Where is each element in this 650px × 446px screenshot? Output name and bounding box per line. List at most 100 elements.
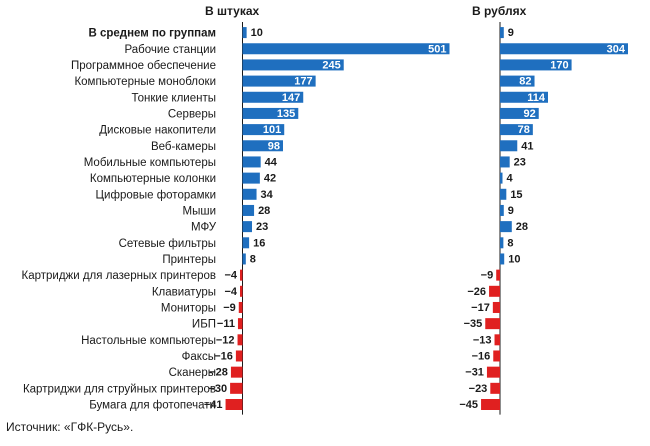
- category-label: Мыши: [183, 205, 217, 217]
- data-label: 10: [508, 253, 520, 265]
- data-label: −9: [223, 302, 236, 314]
- data-label: −45: [459, 399, 478, 411]
- data-label: 23: [256, 221, 268, 233]
- bar: [500, 75, 535, 87]
- bar: [492, 301, 500, 313]
- category-label: ИБП: [192, 319, 216, 331]
- bar: [500, 237, 504, 249]
- data-label: −17: [471, 302, 490, 314]
- data-label: 170: [550, 59, 568, 71]
- category-label: Мониторы: [161, 302, 216, 314]
- category-label: Факсы: [182, 351, 216, 363]
- bar: [238, 301, 243, 313]
- data-label: 177: [294, 76, 312, 88]
- category-label: Бумага для фотопечати: [89, 399, 216, 411]
- bar: [486, 366, 500, 378]
- data-label: 28: [516, 221, 528, 233]
- bar: [500, 107, 539, 119]
- data-label: −9: [481, 270, 494, 282]
- bar: [242, 91, 304, 103]
- bar: [237, 334, 243, 346]
- bar: [500, 156, 510, 168]
- data-label: 9: [508, 205, 514, 217]
- data-label: −16: [214, 350, 233, 362]
- data-label: 34: [261, 189, 274, 201]
- data-label: 23: [514, 156, 526, 168]
- bar: [500, 59, 572, 71]
- bar: [496, 269, 500, 281]
- category-label: Веб-камеры: [151, 141, 216, 153]
- bar: [500, 221, 512, 233]
- bar: [242, 124, 285, 136]
- data-label: 10: [251, 27, 263, 39]
- category-label: Принтеры: [162, 254, 216, 266]
- bar: [500, 124, 533, 136]
- bar: [481, 398, 500, 410]
- bar: [489, 285, 500, 297]
- data-label: 245: [322, 59, 340, 71]
- category-label: Тонкие клиенты: [132, 92, 217, 104]
- data-label: −11: [217, 318, 235, 330]
- data-label: −41: [204, 399, 223, 411]
- data-label: 98: [268, 140, 280, 152]
- data-label: −13: [473, 334, 492, 346]
- series-header: В штуках: [205, 4, 260, 18]
- bar: [242, 59, 344, 71]
- bar: [242, 237, 250, 249]
- data-label: 78: [518, 124, 530, 136]
- bar: [242, 43, 450, 55]
- bar: [242, 188, 257, 200]
- data-label: 4: [507, 173, 514, 185]
- bar: [500, 172, 503, 184]
- data-label: −35: [464, 318, 483, 330]
- bar: [500, 91, 548, 103]
- data-label: −28: [209, 367, 228, 379]
- category-label: Мобильные компьютеры: [84, 157, 216, 169]
- bar: [500, 188, 507, 200]
- data-label: 82: [519, 76, 531, 88]
- category-label: Дисковые накопители: [99, 125, 216, 137]
- bar: [242, 156, 261, 168]
- data-label: −4: [224, 270, 237, 282]
- data-label: 42: [264, 173, 276, 185]
- data-label: 28: [258, 205, 270, 217]
- data-label: 15: [510, 189, 522, 201]
- bar: [490, 382, 500, 394]
- bar: [485, 318, 500, 330]
- bar: [237, 318, 243, 330]
- category-label: В среднем по группам: [88, 28, 216, 40]
- data-label: −23: [469, 383, 488, 395]
- bar: [242, 140, 283, 152]
- bar: [240, 285, 243, 297]
- category-label: Программное обеспечение: [71, 60, 216, 72]
- data-label: 9: [508, 27, 514, 39]
- bar: [494, 334, 500, 346]
- data-label: −30: [208, 383, 227, 395]
- category-label: Картриджи для лазерных принтеров: [22, 270, 217, 282]
- bar: [242, 253, 246, 265]
- bar: [225, 398, 243, 410]
- bar: [500, 204, 504, 216]
- data-label: 147: [282, 92, 300, 104]
- category-label: Компьютерные моноблоки: [74, 76, 216, 88]
- data-label: 44: [265, 156, 278, 168]
- bar: [500, 27, 504, 39]
- data-label: 92: [523, 108, 535, 120]
- bar: [242, 172, 260, 184]
- series-header: В рублях: [472, 4, 527, 18]
- category-label: Рабочие станции: [125, 44, 217, 56]
- data-label: 114: [527, 92, 546, 104]
- bar: [242, 107, 299, 119]
- category-label: Цифровые фоторамки: [96, 189, 216, 201]
- bar: [242, 204, 255, 216]
- data-label: 304: [607, 43, 626, 55]
- category-label: Настольные компьютеры: [81, 335, 216, 347]
- category-label: Компьютерные колонки: [90, 173, 216, 185]
- bar: [230, 382, 243, 394]
- category-label: Сканеры: [169, 367, 216, 379]
- category-label: МФУ: [191, 222, 217, 234]
- bar: [242, 27, 247, 39]
- bar: [500, 140, 518, 152]
- bar: [493, 350, 500, 362]
